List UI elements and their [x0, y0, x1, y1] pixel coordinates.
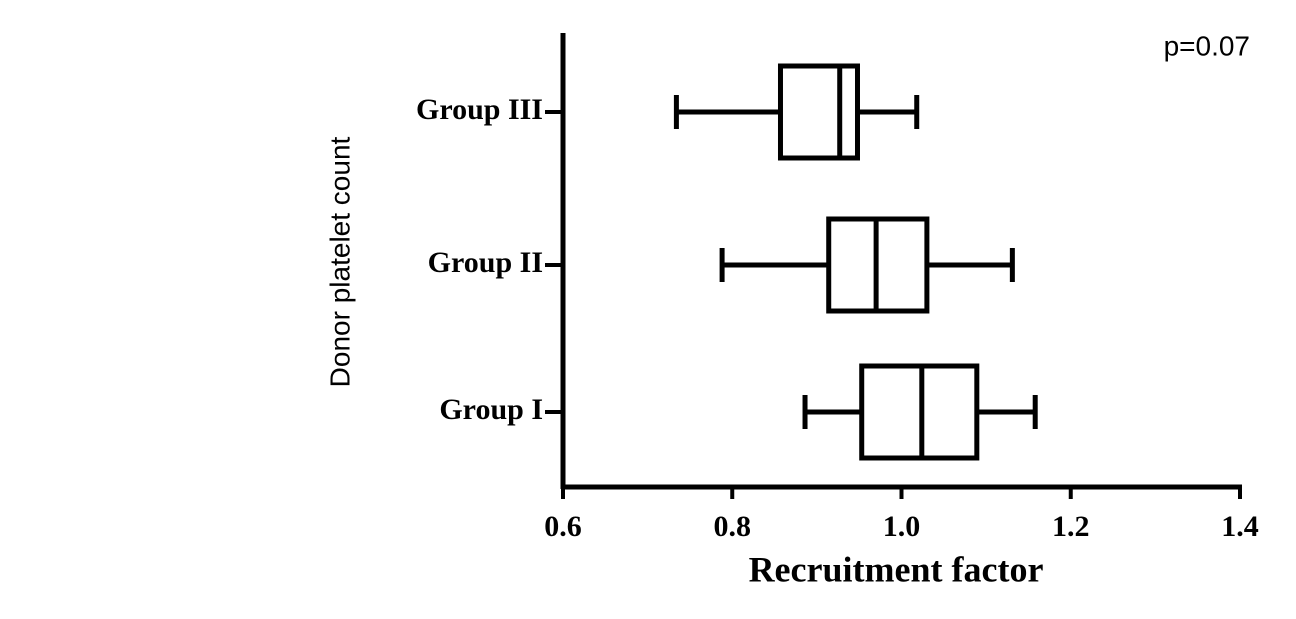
x-tick-label: 1.0 — [883, 510, 921, 543]
y-tick-label: Group II — [428, 246, 543, 279]
x-tick-label: 0.6 — [544, 510, 582, 543]
annotation: p=0.07 — [1164, 30, 1250, 61]
box — [777, 63, 860, 161]
y-tick-label: Group III — [416, 93, 543, 126]
y-axis-label: Donor platelet count — [324, 136, 355, 387]
x-tick-label: 1.4 — [1221, 510, 1259, 543]
box — [859, 363, 980, 461]
y-tick-label: Group I — [439, 393, 543, 426]
x-axis-label: Recruitment factor — [749, 549, 1044, 589]
x-tick-label: 0.8 — [714, 510, 752, 543]
x-tick-label: 1.2 — [1052, 510, 1090, 543]
